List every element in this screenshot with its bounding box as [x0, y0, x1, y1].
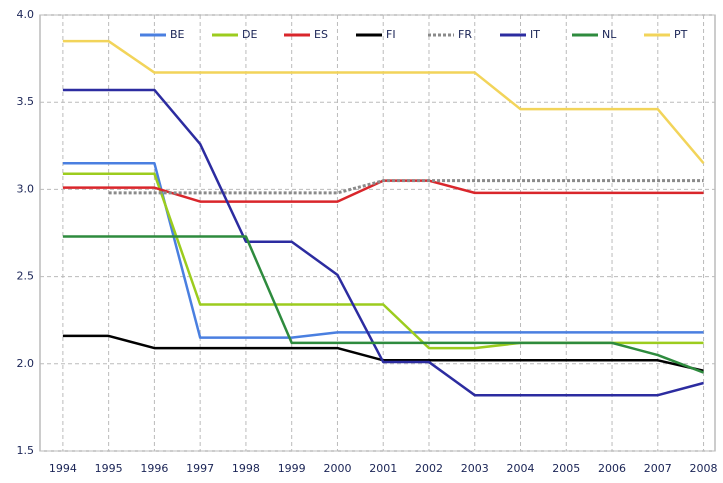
series-line [62, 235, 705, 374]
x-tick-label: 1998 [232, 462, 260, 475]
x-tick-label: 2006 [598, 462, 626, 475]
x-tick-label: 1999 [278, 462, 306, 475]
legend-label: DE [242, 28, 257, 41]
legend-label: IT [530, 28, 540, 41]
y-tick-label: 2.0 [17, 357, 35, 370]
legend-label: PT [674, 28, 688, 41]
legend-label: FR [458, 28, 472, 41]
legend-label: NL [602, 28, 617, 41]
x-tick-label: 2005 [552, 462, 580, 475]
y-tick-label: 3.0 [17, 182, 35, 195]
x-tick-label: 2008 [690, 462, 718, 475]
series-line [108, 179, 704, 195]
x-tick-label: 2003 [461, 462, 489, 475]
series-line [62, 88, 704, 397]
legend-label: FI [386, 28, 396, 41]
x-tick-label: 2004 [507, 462, 535, 475]
legend-label: ES [314, 28, 328, 41]
x-tick-label: 2000 [323, 462, 351, 475]
y-tick-label: 1.5 [17, 444, 35, 457]
y-tick-label: 4.0 [17, 8, 35, 21]
series-line [62, 161, 704, 339]
x-tick-label: 2002 [415, 462, 443, 475]
x-tick-label: 1997 [186, 462, 214, 475]
y-tick-label: 3.5 [17, 95, 35, 108]
x-tick-label: 1995 [95, 462, 123, 475]
series-line [62, 39, 705, 165]
x-tick-label: 1994 [49, 462, 77, 475]
x-tick-label: 2001 [369, 462, 397, 475]
x-tick-label: 1996 [140, 462, 168, 475]
y-tick-label: 2.5 [17, 270, 35, 283]
x-tick-label: 2007 [644, 462, 672, 475]
plot-frame [39, 14, 716, 452]
legend-label: BE [170, 28, 185, 41]
